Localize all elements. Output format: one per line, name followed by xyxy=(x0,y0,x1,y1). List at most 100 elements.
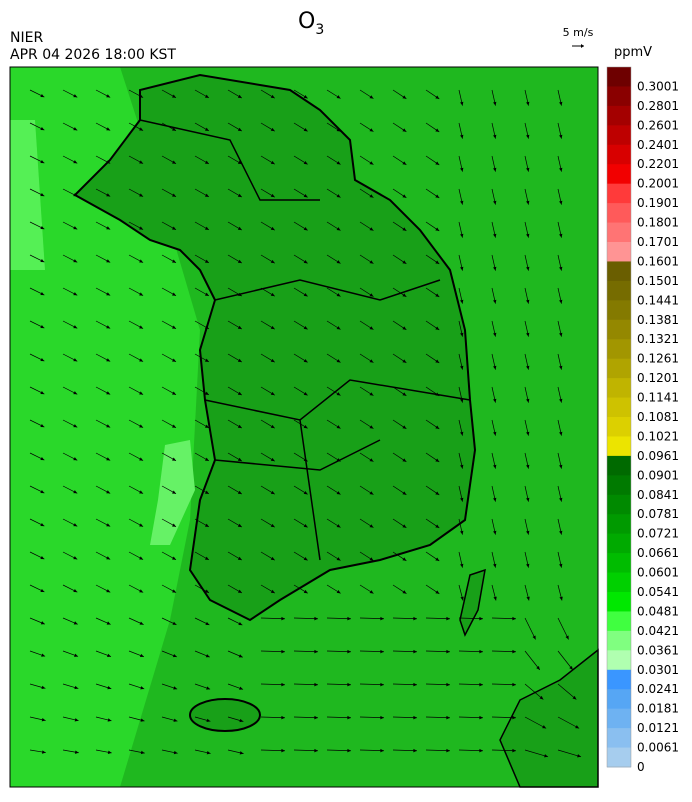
wind-arrowhead xyxy=(206,751,211,755)
wind-arrowhead xyxy=(314,616,318,621)
wind-arrowhead xyxy=(270,589,275,594)
wind-arrowhead xyxy=(336,524,341,528)
wind-arrowhead xyxy=(172,127,177,131)
wind-arrowhead xyxy=(526,167,530,172)
wind-arrowhead xyxy=(237,160,242,165)
wind-arrowhead xyxy=(173,750,178,755)
wind-arrowhead xyxy=(239,751,244,755)
wind-arrowhead xyxy=(402,359,407,363)
wind-arrowhead xyxy=(526,266,530,271)
wind-arrowhead xyxy=(380,616,384,621)
wind-arrow xyxy=(359,716,384,719)
wind-arrowhead xyxy=(347,649,351,654)
wind-arrowhead xyxy=(402,161,407,165)
wind-arrowhead xyxy=(204,94,209,98)
wind-arrow xyxy=(458,650,483,653)
colorbar-label: 0 xyxy=(637,760,645,774)
colorbar-label: 0.0901 xyxy=(637,468,679,482)
wind-arrowhead xyxy=(493,332,497,337)
wind-arrowhead xyxy=(40,522,45,527)
wind-arrowhead xyxy=(204,391,209,395)
wind-arrow xyxy=(491,650,516,653)
colorbar-box xyxy=(607,553,631,574)
colorbar: 0.3001 0.2801 0.2601 0.2401 0.2201 0.2001 0.19… xyxy=(606,66,679,774)
wind-arrowhead xyxy=(402,95,407,99)
wind-arrowhead xyxy=(369,458,374,462)
wind-arrowhead xyxy=(237,127,242,132)
wind-arrowhead xyxy=(40,93,45,98)
wind-arrowhead xyxy=(559,266,563,271)
wind-arrowhead xyxy=(402,293,407,297)
wind-arrowhead xyxy=(139,292,144,296)
wind-arrowhead xyxy=(336,590,341,594)
wind-arrow xyxy=(326,749,351,752)
lighter-zone xyxy=(10,67,200,787)
wind-arrowhead xyxy=(526,101,530,106)
wind-arrowhead xyxy=(314,715,318,720)
wind-arrowhead xyxy=(40,192,45,197)
wind-arrowhead xyxy=(74,750,79,754)
colorbar-label: 0.0961 xyxy=(637,449,679,463)
wind-arrow xyxy=(359,650,384,653)
wind-arrowhead xyxy=(303,589,308,594)
wind-arrowhead xyxy=(139,193,144,197)
wind-arrowhead xyxy=(139,94,144,98)
colorbar-box xyxy=(607,300,631,321)
wind-scale-label: 5 m/s xyxy=(563,26,594,39)
wind-arrowhead xyxy=(270,424,275,429)
wind-arrowhead xyxy=(270,193,275,198)
wind-arrowhead xyxy=(106,292,111,296)
wind-arrow xyxy=(260,749,285,752)
wind-arrowhead xyxy=(73,556,78,560)
wind-arrowhead xyxy=(369,524,374,528)
wind-arrowhead xyxy=(303,259,308,264)
wind-arrowhead xyxy=(446,649,450,654)
colorbar-box xyxy=(607,144,631,165)
wind-arrow xyxy=(260,683,285,686)
wind-arrowhead xyxy=(238,654,243,658)
wind-arrowhead xyxy=(281,682,285,687)
wind-arrowhead xyxy=(40,258,45,263)
wind-arrowhead xyxy=(204,292,209,296)
wind-arrowhead xyxy=(140,718,145,722)
wind-arrowhead xyxy=(139,457,144,461)
colorbar-label: 0.1801 xyxy=(637,216,679,230)
wind-arrowhead xyxy=(446,616,450,621)
colorbar-box xyxy=(607,183,631,204)
wind-arrowhead xyxy=(460,596,464,601)
wind-arrow xyxy=(557,749,582,758)
wind-arrowhead xyxy=(139,325,144,329)
colorbar-label: 0.1261 xyxy=(637,352,679,366)
lighter-zone xyxy=(150,440,195,545)
wind-arrowhead xyxy=(172,259,177,263)
wind-arrow xyxy=(326,716,351,719)
wind-arrow xyxy=(425,650,450,653)
wind-arrow xyxy=(557,650,574,671)
wind-arrowhead xyxy=(369,128,374,132)
wind-arrowhead xyxy=(204,259,209,263)
colorbar-label: 0.1321 xyxy=(637,332,679,346)
wind-arrowhead xyxy=(402,194,407,198)
wind-arrowhead xyxy=(41,718,46,722)
wind-arrowhead xyxy=(512,616,516,621)
wind-arrowhead xyxy=(172,589,177,593)
wind-arrowhead xyxy=(106,325,111,329)
wind-arrowhead xyxy=(139,424,144,428)
wind-arrowhead xyxy=(460,266,464,271)
colorbar-label: 0.0601 xyxy=(637,566,679,580)
colorbar-box xyxy=(607,67,631,87)
colorbar-box xyxy=(607,397,631,418)
wind-arrowhead xyxy=(380,649,384,654)
colorbar-box xyxy=(607,475,631,496)
wind-arrowhead xyxy=(493,431,497,436)
wind-arrowhead xyxy=(73,621,78,625)
colorbar-label: 0.0181 xyxy=(637,702,679,716)
wind-arrowhead xyxy=(559,299,563,304)
wind-arrowhead xyxy=(303,325,308,330)
wind-arrow xyxy=(293,617,318,620)
wind-arrowhead xyxy=(435,392,440,396)
colorbar-box xyxy=(607,261,631,282)
wind-arrowhead xyxy=(336,95,341,99)
colorbar-box xyxy=(607,378,631,399)
wind-arrowhead xyxy=(73,259,78,263)
